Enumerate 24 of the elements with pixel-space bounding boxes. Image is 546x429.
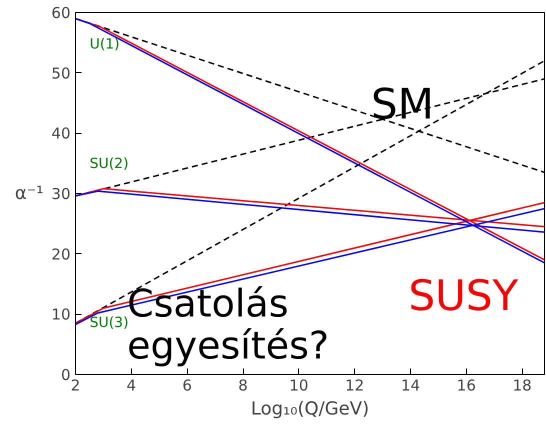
annotation: SU(2) bbox=[90, 156, 129, 172]
x-tick-label: 18 bbox=[512, 376, 532, 394]
x-tick-label: 6 bbox=[182, 376, 192, 394]
annotation: SM bbox=[370, 79, 434, 128]
x-tick-label: 8 bbox=[238, 376, 248, 394]
annotation: U(1) bbox=[90, 36, 120, 52]
x-tick-label: 14 bbox=[400, 376, 420, 394]
x-tick-label: 12 bbox=[345, 376, 364, 394]
x-tick-label: 2 bbox=[70, 376, 80, 394]
x-tick-label: 4 bbox=[126, 376, 136, 394]
x-axis-title: Log₁₀(Q/GeV) bbox=[250, 398, 370, 420]
y-tick-label: 10 bbox=[51, 306, 71, 324]
x-tick-label: 16 bbox=[456, 376, 476, 394]
y-axis-title: α⁻¹ bbox=[14, 183, 44, 204]
y-tick-label: 0 bbox=[60, 366, 71, 384]
y-tick-label: 50 bbox=[51, 64, 71, 82]
y-tick-label: 30 bbox=[51, 185, 71, 203]
x-tick-label: 10 bbox=[289, 376, 308, 394]
annotation: Csatolás egyesítés? bbox=[127, 281, 330, 368]
y-tick-label: 60 bbox=[51, 4, 71, 22]
annotation: SUSY bbox=[408, 271, 519, 320]
y-tick-label: 40 bbox=[51, 124, 71, 143]
annotation: SU(3) bbox=[90, 315, 129, 332]
y-tick-label: 20 bbox=[51, 245, 71, 264]
